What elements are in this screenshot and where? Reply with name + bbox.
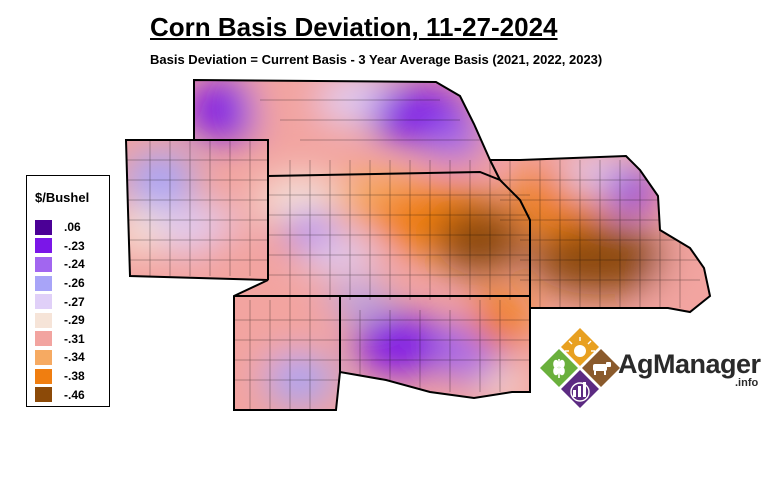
legend-items: .06 -.23 -.24 -.26 -.27 -.29 -.31 -.34 -.38 -.46 bbox=[35, 218, 85, 404]
legend-title: $/Bushel bbox=[35, 190, 90, 205]
legend-label: -.24 bbox=[64, 257, 85, 272]
legend-item: -.38 bbox=[35, 367, 85, 386]
legend-label: -.31 bbox=[64, 331, 85, 346]
legend-swatch bbox=[35, 368, 52, 384]
legend-label: -.34 bbox=[64, 350, 85, 365]
legend-swatch bbox=[35, 331, 52, 347]
legend-swatch bbox=[35, 349, 52, 365]
legend-swatch bbox=[35, 387, 52, 403]
legend-swatch bbox=[35, 312, 52, 328]
page-title: Corn Basis Deviation, 11-27-2024 bbox=[150, 12, 558, 42]
agmanager-logo bbox=[540, 328, 620, 408]
county-grid bbox=[126, 99, 700, 410]
legend-item: -.23 bbox=[35, 237, 85, 256]
legend-label: -.46 bbox=[64, 387, 85, 402]
brand-suffix: .info bbox=[735, 377, 759, 389]
legend-swatch bbox=[35, 294, 52, 310]
legend-item: .06 bbox=[35, 218, 85, 237]
legend-label: .06 bbox=[64, 220, 81, 235]
legend-label: -.26 bbox=[64, 276, 85, 291]
legend-item: -.46 bbox=[35, 385, 85, 404]
legend-swatch bbox=[35, 238, 52, 254]
page-subtitle: Basis Deviation = Current Basis - 3 Year… bbox=[150, 52, 603, 67]
legend-swatch bbox=[35, 219, 52, 235]
legend-item: -.27 bbox=[35, 292, 85, 311]
legend: $/Bushel .06 -.23 -.24 -.26 -.27 -.29 -.31 -.34… bbox=[26, 175, 110, 407]
brand-name: AgManager bbox=[618, 349, 761, 379]
legend-item: -.26 bbox=[35, 274, 85, 293]
legend-item: -.29 bbox=[35, 311, 85, 330]
state-boundaries bbox=[124, 78, 712, 411]
legend-label: -.27 bbox=[64, 294, 85, 309]
legend-swatch bbox=[35, 256, 52, 272]
legend-item: -.34 bbox=[35, 348, 85, 367]
legend-label: -.38 bbox=[64, 369, 85, 384]
legend-swatch bbox=[35, 275, 52, 291]
legend-label: -.23 bbox=[64, 238, 85, 253]
legend-label: -.29 bbox=[64, 313, 85, 328]
legend-item: -.31 bbox=[35, 330, 85, 349]
legend-item: -.24 bbox=[35, 255, 85, 274]
